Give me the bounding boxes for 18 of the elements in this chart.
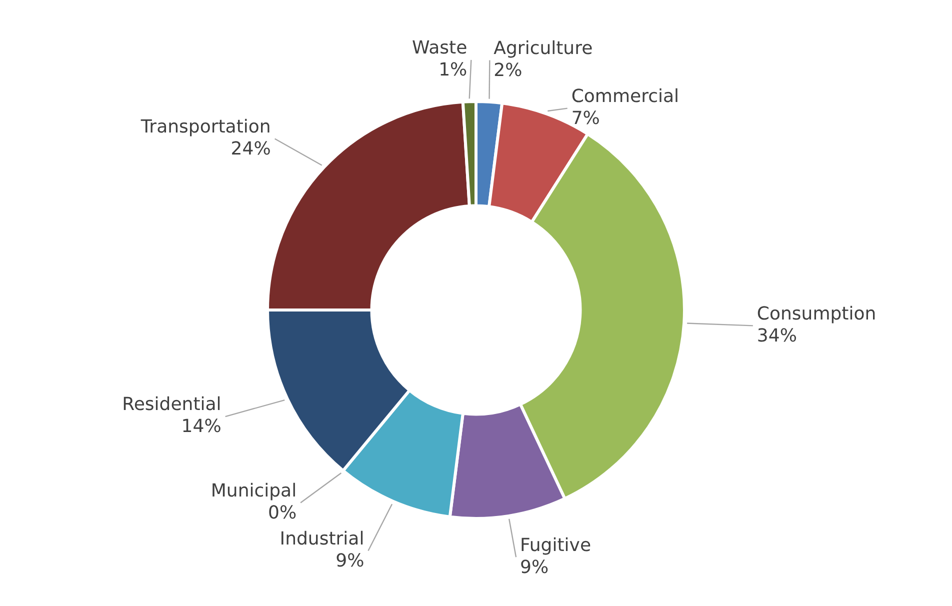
slice-label: Fugitive <box>520 534 592 556</box>
slice-label: Waste <box>412 38 468 59</box>
data-label: 14% <box>181 416 222 438</box>
data-label: 7% <box>571 108 600 129</box>
data-label: 1% <box>438 60 468 81</box>
data-label: 9% <box>520 556 549 578</box>
legend-label: Municipal <box>210 480 297 502</box>
data-label: 2% <box>494 60 522 81</box>
slice-label: Transportation <box>140 116 271 138</box>
slice-label: Residential <box>122 394 222 416</box>
data-label: 9% <box>336 550 364 572</box>
slice-label: Commercial <box>571 86 680 107</box>
text: 0% <box>268 502 297 524</box>
slice-label: Agriculture <box>494 38 593 59</box>
data-label: 24% <box>230 138 271 160</box>
data-label: 34% <box>756 325 797 346</box>
slice-label: Consumption <box>756 303 876 324</box>
slice-label: Industrial <box>280 528 364 550</box>
